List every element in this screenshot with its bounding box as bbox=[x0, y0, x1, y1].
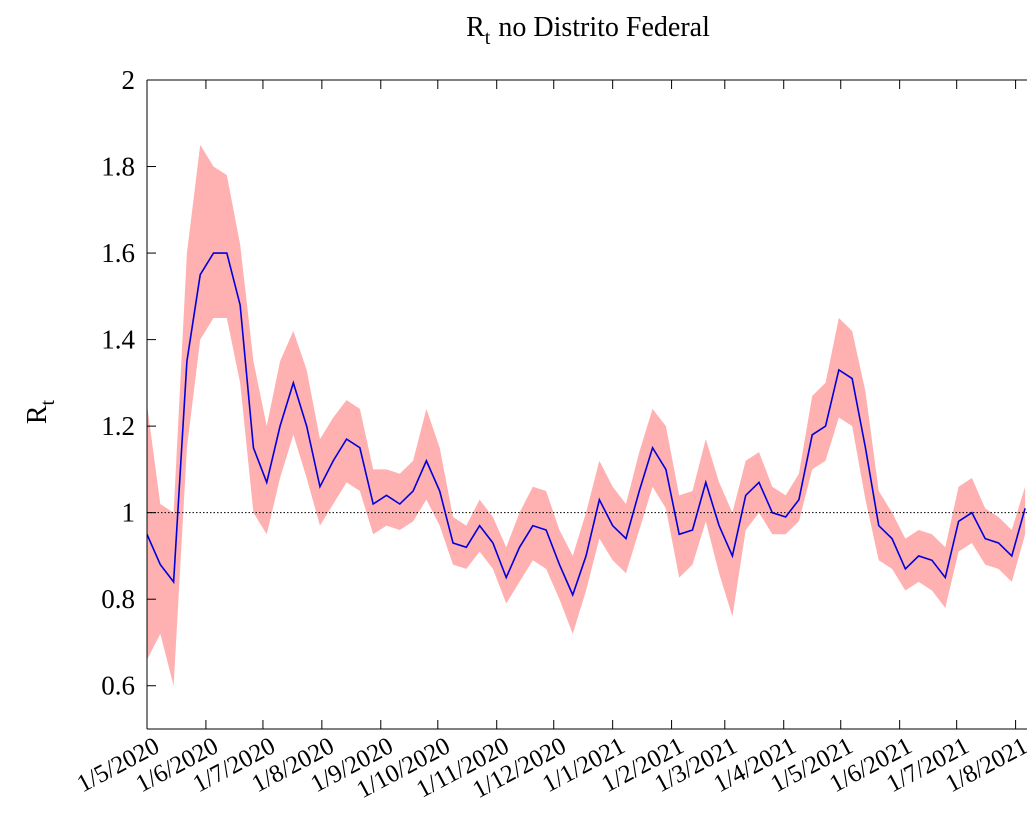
y-tick-label: 1 bbox=[122, 498, 136, 528]
confidence-band bbox=[147, 144, 1026, 686]
y-tick-label: 2 bbox=[122, 65, 136, 95]
title-text: no Distrito Federal bbox=[498, 12, 710, 43]
y-label-subscript: t bbox=[37, 399, 59, 405]
title-symbol: R bbox=[466, 12, 485, 43]
chart-title: Rt no Distrito Federal bbox=[466, 12, 710, 49]
y-axis-label: Rt bbox=[22, 399, 59, 424]
title-subscript: t bbox=[485, 27, 491, 49]
y-tick-label: 0.6 bbox=[101, 671, 135, 701]
y-tick-label: 1.4 bbox=[101, 325, 135, 355]
y-tick-label: 0.8 bbox=[101, 584, 135, 614]
rt-line bbox=[146, 252, 1026, 598]
y-label-symbol: R bbox=[22, 405, 53, 424]
y-tick-label: 1.8 bbox=[101, 152, 135, 182]
y-tick-label: 1.6 bbox=[101, 238, 135, 268]
y-tick-label: 1.2 bbox=[101, 411, 135, 441]
